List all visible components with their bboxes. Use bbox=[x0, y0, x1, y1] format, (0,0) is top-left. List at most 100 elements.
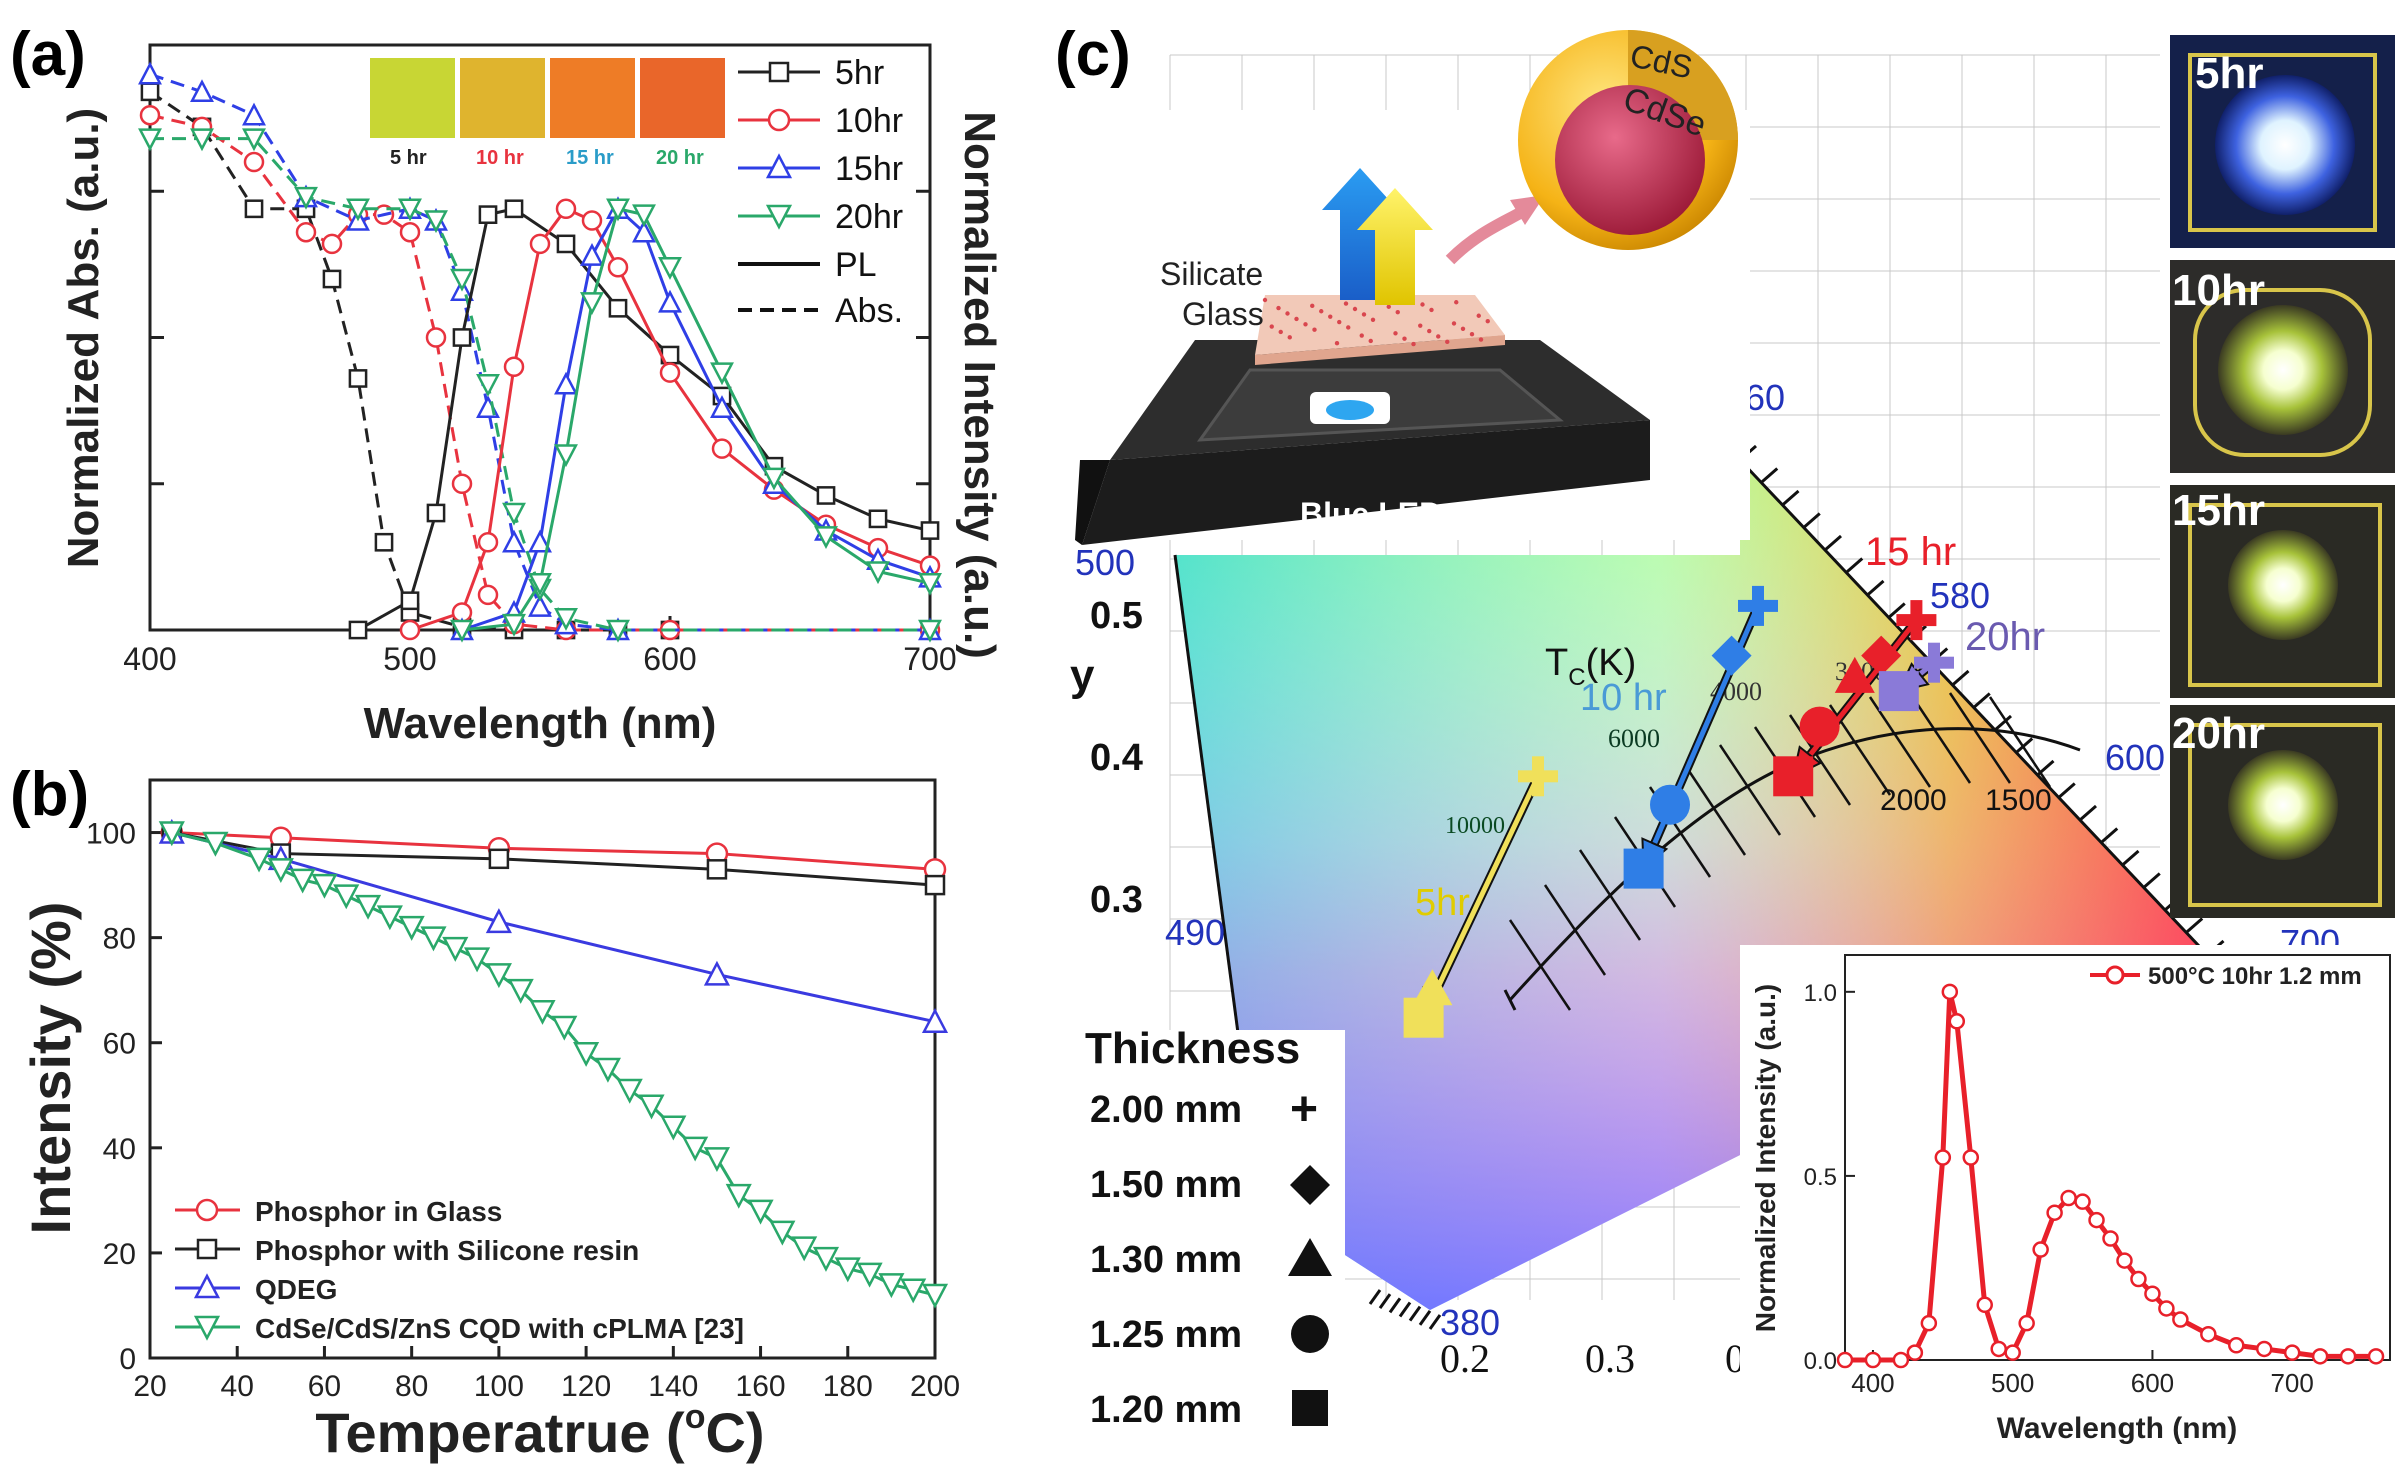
panel-b-x-tick-label: 180 bbox=[823, 1370, 873, 1403]
point-cqd bbox=[747, 1199, 774, 1225]
point-10hr-pl bbox=[555, 198, 577, 220]
panel-b-y-tick-label: 20 bbox=[103, 1238, 136, 1271]
cie-point-10hr-125 bbox=[1650, 784, 1690, 825]
inset-legend: 500°C 10hr 1.2 mm bbox=[2148, 963, 2362, 990]
glass-dot bbox=[1445, 339, 1450, 345]
point-10hr-pl bbox=[607, 257, 629, 278]
glass-dot bbox=[1334, 341, 1340, 346]
panel-a: (a) 400 500 600 700 5 hr 10 hr 15 hr 20 hr … bbox=[10, 20, 1004, 748]
led-chip-label: Blue LED chip bbox=[1300, 496, 1517, 532]
point-cqd bbox=[245, 847, 273, 873]
point-20hr-abs bbox=[424, 210, 448, 234]
point-10hr-pl bbox=[503, 356, 525, 377]
point-5hr-pl bbox=[426, 503, 446, 523]
inset-spectrum-point bbox=[2004, 1344, 2021, 1361]
point-20hr-pl bbox=[632, 204, 656, 228]
point-20hr-pl bbox=[762, 467, 786, 491]
glass-dot bbox=[1420, 302, 1425, 307]
inset-spectrum-point bbox=[1941, 983, 1959, 1001]
point-10hr-abs bbox=[477, 584, 499, 606]
cie-point-10hr-150 bbox=[1711, 635, 1752, 676]
cie-point-20hr-120 bbox=[1878, 671, 1919, 712]
series-10hr-pl-line bbox=[409, 206, 931, 632]
point-5hr-pl bbox=[556, 234, 576, 254]
inset-spectrum-point bbox=[1976, 1296, 1993, 1314]
sample-label-20hr: 20 hr bbox=[656, 147, 704, 169]
glass-dot bbox=[1343, 301, 1349, 306]
glass-dot bbox=[1294, 316, 1299, 322]
inset-spectrum-point bbox=[2116, 1252, 2133, 1269]
glass-dot bbox=[1312, 327, 1317, 332]
iso-cct-line bbox=[1948, 692, 2012, 784]
inset-spectrum-point bbox=[1948, 1013, 1966, 1030]
cct-label-1500: 1500 bbox=[1985, 784, 2052, 817]
cie-point-15hr-130 bbox=[1834, 656, 1875, 693]
cie-arrow-5hr bbox=[1421, 775, 1541, 1019]
point-20hr-abs bbox=[190, 128, 214, 152]
point-5hr-pl bbox=[452, 328, 472, 347]
cie-y-tick-0.4: 0.4 bbox=[1090, 737, 1143, 779]
tc-label-sub: C bbox=[1568, 664, 1585, 691]
legend-marker-qdeg bbox=[193, 1273, 221, 1299]
point-20hr-pl bbox=[814, 526, 838, 549]
cie-boundary-tick bbox=[2057, 782, 2076, 799]
point-cqd bbox=[289, 868, 316, 894]
inset-spectrum-point bbox=[2158, 1300, 2175, 1317]
thickness-item-1.50: 1.50 mm bbox=[1090, 1164, 1242, 1206]
panel-b: (b) 20 40 60 80 100 120 140 160 180 2000204060801… bbox=[10, 760, 960, 1464]
wavelength-label-580: 580 bbox=[1930, 575, 1990, 616]
cie-boundary-tick bbox=[1866, 579, 1885, 597]
led-schematic: Blue LED chip Silicate Glass CdS CdSe bbox=[1070, 30, 1750, 545]
glass-dot bbox=[1287, 335, 1292, 340]
panel-a-x-tick-label: 500 bbox=[383, 641, 436, 677]
glass-dot bbox=[1310, 303, 1315, 309]
panel-a-x-tick-label: 400 bbox=[123, 641, 176, 677]
inset-xlabel: Wavelength (nm) bbox=[1997, 1412, 2238, 1445]
thickness-marker-square bbox=[1292, 1390, 1328, 1426]
inset-legend-marker bbox=[2105, 965, 2125, 985]
legend-marker-phosphor-glass bbox=[195, 1198, 219, 1222]
cie-point-15hr-150 bbox=[1861, 635, 1902, 676]
photo-label-15hr: 15hr bbox=[2172, 486, 2265, 535]
series-label-15hr: 15 hr bbox=[1865, 530, 1956, 574]
thickness-item-1.25: 1.25 mm bbox=[1090, 1314, 1242, 1356]
cie-boundary-tick bbox=[1994, 714, 2012, 732]
point-cqd bbox=[485, 963, 512, 989]
panel-a-legend: 5hr 10hr 15hr 20hr PL Abs. bbox=[738, 54, 903, 330]
inset-spectrum-point bbox=[2088, 1211, 2105, 1229]
locus-end-cap bbox=[1503, 989, 1517, 1011]
iso-cct-line bbox=[1543, 884, 1607, 976]
cie-boundary-tick bbox=[2079, 804, 2097, 822]
panel-b-x-tick-label: 60 bbox=[308, 1370, 341, 1403]
point-cqd bbox=[267, 858, 294, 884]
legend-phosphor-silicone: Phosphor with Silicone resin bbox=[255, 1235, 639, 1266]
thickness-item-1.30: 1.30 mm bbox=[1090, 1239, 1242, 1281]
cie-series bbox=[1403, 585, 1954, 1038]
inset-x-tick-label: 600 bbox=[2131, 1368, 2174, 1398]
glass-dot bbox=[1370, 317, 1376, 322]
cie-boundary-tick bbox=[1408, 1305, 1422, 1322]
iso-cct-line bbox=[1988, 696, 2052, 788]
point-5hr-abs bbox=[140, 82, 160, 102]
point-5hr-pl bbox=[816, 486, 836, 505]
point-15hr-abs bbox=[528, 594, 552, 617]
inset-spectrum-point bbox=[2339, 1348, 2357, 1365]
point-cqd bbox=[703, 1147, 731, 1173]
silicate-glass-label-line2: Glass bbox=[1182, 296, 1264, 332]
point-qdeg bbox=[921, 1008, 949, 1033]
glass-dot bbox=[1359, 333, 1364, 338]
cie-boundary-tick bbox=[1760, 467, 1779, 484]
cie-boundary-tick bbox=[1802, 512, 1821, 529]
panel-b-x-tick-label: 140 bbox=[648, 1370, 698, 1403]
cie-point-5hr-200-v bbox=[1532, 756, 1544, 797]
point-10hr-pl bbox=[399, 619, 421, 641]
led-package-front bbox=[1082, 420, 1650, 545]
point-15hr-pl bbox=[658, 289, 682, 313]
emission-arrow-yellow bbox=[1357, 188, 1433, 305]
series-10hr-abs-line bbox=[149, 113, 930, 632]
point-5hr-pl bbox=[868, 509, 888, 529]
cct-label-2000: 2000 bbox=[1880, 784, 1947, 817]
point-5hr-abs bbox=[348, 369, 368, 388]
cie-boundary-tick bbox=[1845, 557, 1864, 574]
legend-marker-20hr bbox=[765, 204, 793, 230]
